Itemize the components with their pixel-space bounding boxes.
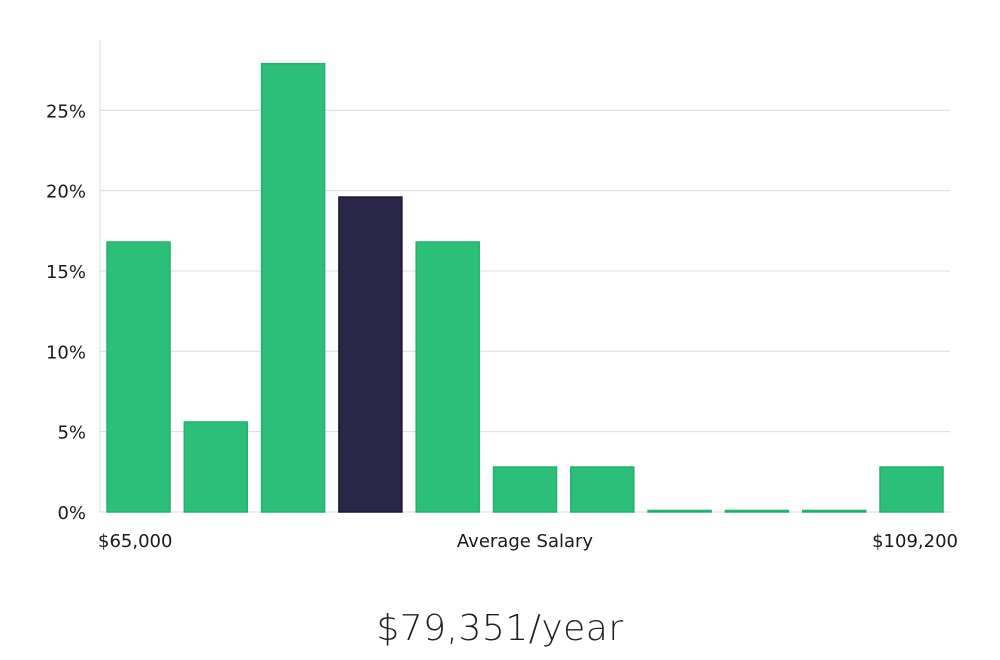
y-tick-label: 0% [57, 503, 86, 524]
y-axis-ticks: 0% 5% 10% 15% 20% 25% [46, 101, 86, 524]
bars [106, 62, 944, 513]
y-tick-label: 10% [46, 342, 86, 363]
bar [183, 421, 249, 513]
bar [492, 466, 558, 513]
bar [801, 509, 867, 513]
bar [647, 509, 712, 513]
y-tick-label: 25% [46, 101, 86, 122]
x-min-label: $65,000 [98, 531, 172, 552]
y-tick-label: 20% [46, 182, 86, 203]
bar [260, 62, 326, 513]
bar [724, 509, 790, 513]
bar [106, 241, 171, 513]
bar [879, 466, 944, 513]
bar [415, 241, 480, 513]
x-axis-label: Average Salary [457, 531, 594, 552]
y-tick-label: 15% [46, 262, 86, 283]
x-max-label: $109,200 [872, 531, 958, 552]
average-salary-value: $79,351/year [376, 608, 624, 649]
bar-highlighted [338, 196, 403, 513]
bar [570, 466, 635, 513]
y-tick-label: 5% [57, 423, 86, 444]
